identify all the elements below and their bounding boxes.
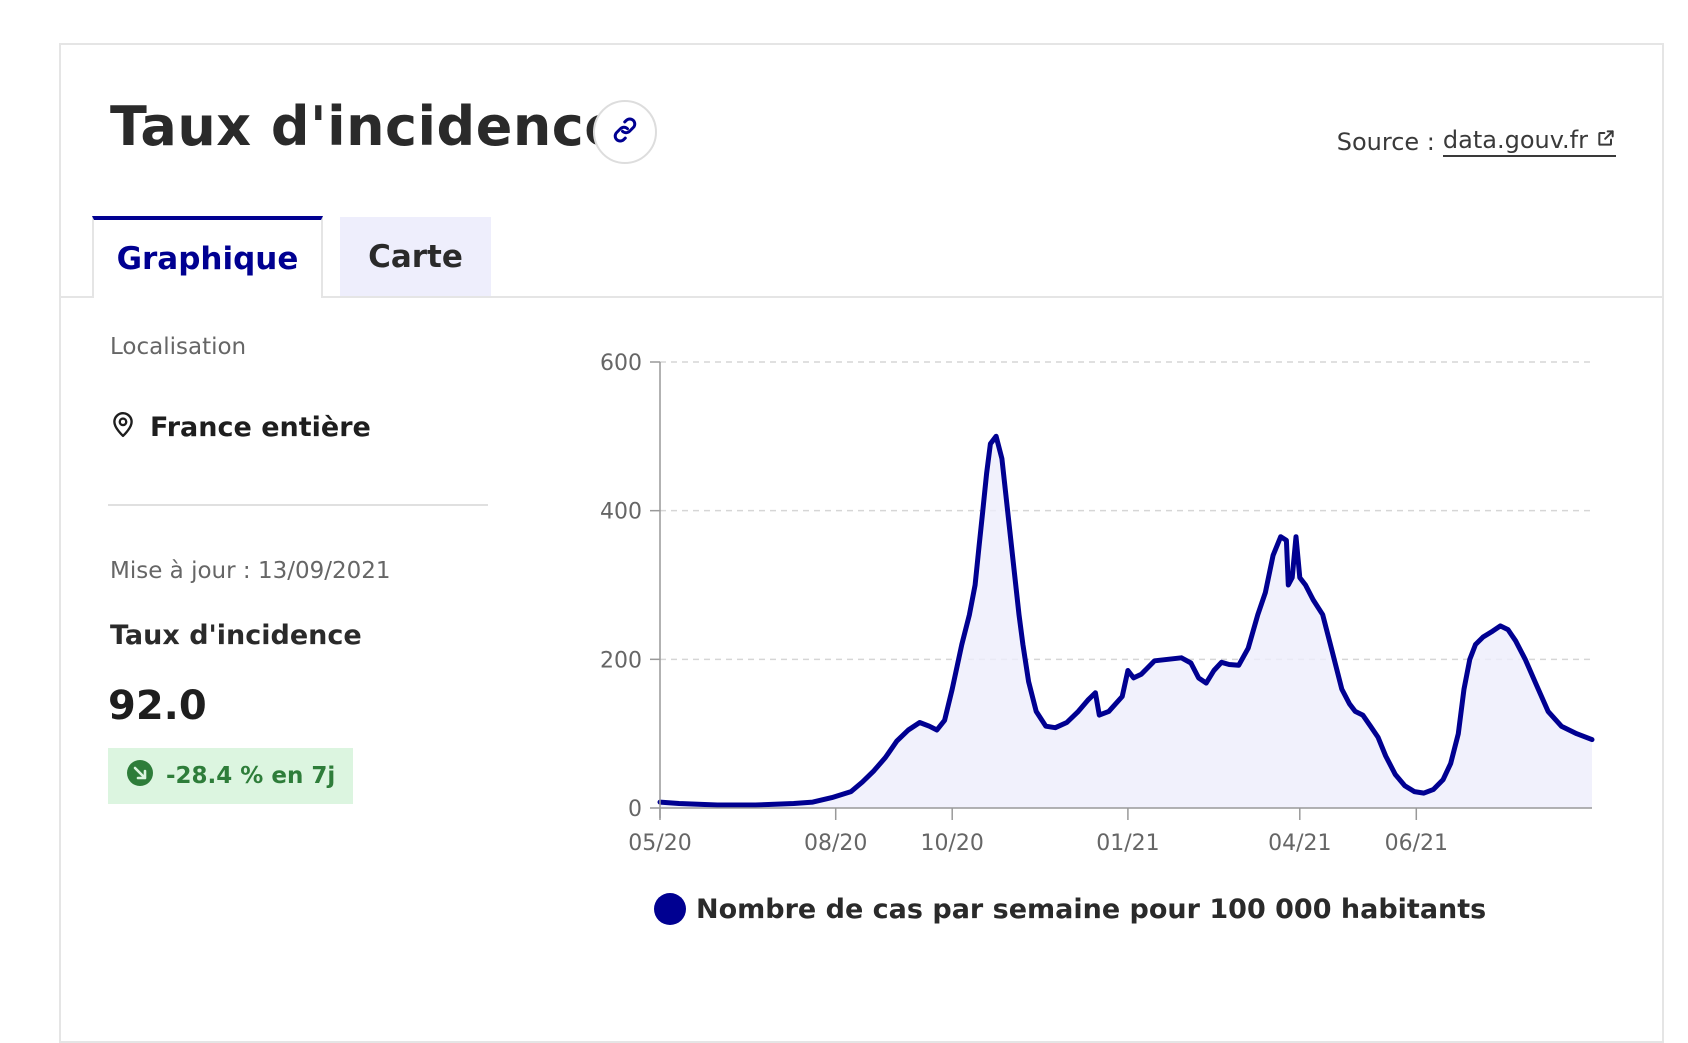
source-prefix: Source : bbox=[1336, 127, 1435, 156]
indicator-card bbox=[59, 43, 1664, 1043]
y-tick-label: 200 bbox=[600, 648, 642, 673]
trend-badge: -28.4 % en 7j bbox=[108, 748, 354, 804]
y-tick-label: 400 bbox=[600, 500, 642, 525]
chart-legend: Nombre de cas par semaine pour 100 000 h… bbox=[654, 893, 1486, 925]
legend-label: Nombre de cas par semaine pour 100 000 h… bbox=[696, 893, 1487, 925]
legend-marker bbox=[654, 893, 686, 925]
y-tick-label: 600 bbox=[600, 351, 642, 376]
x-tick-label: 08/20 bbox=[804, 831, 867, 856]
trend-text: -28.4 % en 7j bbox=[166, 763, 336, 789]
tab-graphique[interactable]: Graphique bbox=[92, 216, 323, 298]
source-link[interactable]: data.gouv.fr bbox=[1442, 126, 1616, 157]
link-icon bbox=[610, 115, 640, 149]
incidence-chart: 0 200 400 600 05/20 08/20 10/20 01/21 04/21 06/21 bbox=[600, 351, 1595, 856]
page-title: Taux d'incidence bbox=[110, 95, 622, 158]
grid-lines bbox=[660, 361, 1592, 661]
x-tick-label: 01/21 bbox=[1096, 831, 1159, 856]
copy-link-button[interactable] bbox=[593, 100, 657, 164]
indicator-title: Taux d'incidence bbox=[110, 620, 362, 651]
sidebar-divider bbox=[108, 504, 488, 506]
indicator-value: 92.0 bbox=[108, 683, 207, 729]
x-tick-label: 04/21 bbox=[1268, 831, 1331, 856]
location-label: Localisation bbox=[110, 334, 247, 360]
location-value: France entière bbox=[150, 412, 371, 443]
external-link-icon bbox=[1596, 126, 1616, 154]
y-tick-label: 0 bbox=[628, 797, 642, 822]
source: Source : data.gouv.fr bbox=[1337, 126, 1616, 157]
arrow-down-right-icon bbox=[126, 759, 154, 793]
axes: 0 200 400 600 05/20 08/20 10/20 01/21 04/21 06/21 bbox=[600, 351, 1592, 856]
x-tick-label: 05/20 bbox=[628, 831, 691, 856]
map-pin-icon bbox=[110, 410, 136, 445]
tab-carte[interactable]: Carte bbox=[340, 217, 491, 296]
x-tick-label: 10/20 bbox=[921, 831, 984, 856]
x-tick-label: 06/21 bbox=[1385, 831, 1448, 856]
source-link-label: data.gouv.fr bbox=[1442, 126, 1588, 154]
location-selector[interactable]: France entière bbox=[110, 410, 371, 445]
update-date: Mise à jour : 13/09/2021 bbox=[110, 558, 391, 584]
series-line bbox=[657, 433, 1595, 808]
tabs-divider bbox=[61, 296, 1662, 298]
